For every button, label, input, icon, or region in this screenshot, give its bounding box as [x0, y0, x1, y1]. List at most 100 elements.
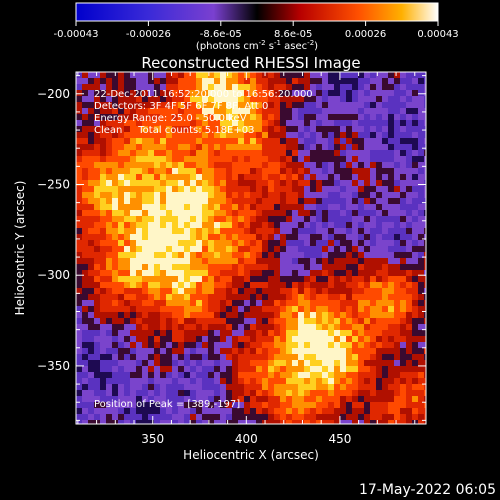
heatmap-cell: [82, 222, 88, 228]
heatmap-cell: [190, 336, 196, 342]
heatmap-cell: [160, 312, 166, 318]
heatmap-cell: [226, 300, 232, 306]
heatmap-cell: [130, 306, 136, 312]
heatmap-cell: [268, 126, 274, 132]
heatmap-cell: [376, 420, 382, 424]
heatmap-cell: [340, 240, 346, 246]
heatmap-cell: [334, 174, 340, 180]
heatmap-cell: [298, 156, 304, 162]
heatmap-cell: [400, 342, 406, 348]
heatmap-cell: [142, 156, 148, 162]
heatmap-cell: [208, 108, 214, 114]
heatmap-cell: [148, 354, 154, 360]
heatmap-cell: [256, 276, 262, 282]
heatmap-cell: [124, 420, 130, 424]
heatmap-cell: [340, 114, 346, 120]
heatmap-cell: [142, 282, 148, 288]
heatmap-cell: [292, 234, 298, 240]
heatmap-cell: [274, 282, 280, 288]
heatmap-cell: [346, 294, 352, 300]
heatmap-cell: [358, 342, 364, 348]
heatmap-cell: [418, 288, 424, 294]
heatmap-cell: [352, 258, 358, 264]
heatmap-cell: [352, 420, 358, 424]
heatmap-cell: [196, 342, 202, 348]
heatmap-cell: [298, 360, 304, 366]
heatmap-cell: [256, 318, 262, 324]
heatmap-cell: [382, 186, 388, 192]
heatmap-cell: [328, 342, 334, 348]
heatmap-cell: [118, 288, 124, 294]
heatmap-cell: [112, 330, 118, 336]
heatmap-cell: [310, 264, 316, 270]
heatmap-cell: [322, 132, 328, 138]
heatmap-cell: [298, 330, 304, 336]
heatmap-cell: [346, 282, 352, 288]
y-tick-label: −200: [37, 87, 70, 101]
heatmap-cell: [406, 150, 412, 156]
heatmap-cell: [178, 240, 184, 246]
heatmap-cell: [328, 210, 334, 216]
heatmap-cell: [388, 372, 394, 378]
heatmap-cell: [334, 318, 340, 324]
heatmap-cell: [334, 342, 340, 348]
heatmap-cell: [394, 132, 400, 138]
heatmap-cell: [280, 288, 286, 294]
heatmap-cell: [184, 210, 190, 216]
heatmap-cell: [202, 300, 208, 306]
heatmap-cell: [136, 234, 142, 240]
heatmap-cell: [244, 276, 250, 282]
heatmap-cell: [208, 216, 214, 222]
heatmap-cell: [118, 246, 124, 252]
heatmap-cell: [376, 282, 382, 288]
heatmap-cell: [394, 294, 400, 300]
heatmap-cell: [214, 120, 220, 126]
heatmap-cell: [340, 180, 346, 186]
heatmap-cell: [208, 150, 214, 156]
heatmap-cell: [280, 144, 286, 150]
heatmap-cell: [334, 348, 340, 354]
heatmap-cell: [370, 300, 376, 306]
heatmap-cell: [412, 378, 418, 384]
heatmap-cell: [226, 264, 232, 270]
heatmap-cell: [262, 78, 268, 84]
heatmap-cell: [196, 348, 202, 354]
heatmap-cell: [268, 186, 274, 192]
heatmap-cell: [130, 216, 136, 222]
heatmap-cell: [274, 204, 280, 210]
heatmap-cell: [196, 198, 202, 204]
heatmap-cell: [418, 312, 424, 318]
heatmap-cell: [358, 228, 364, 234]
heatmap-cell: [208, 402, 214, 408]
heatmap-cell: [286, 294, 292, 300]
heatmap-cell: [112, 384, 118, 390]
heatmap-cell: [118, 264, 124, 270]
heatmap-cell: [214, 126, 220, 132]
heatmap-cell: [316, 270, 322, 276]
heatmap-cell: [280, 378, 286, 384]
heatmap-cell: [160, 174, 166, 180]
heatmap-cell: [160, 162, 166, 168]
heatmap-cell: [352, 354, 358, 360]
heatmap-cell: [412, 270, 418, 276]
heatmap-cell: [106, 96, 112, 102]
heatmap-cell: [340, 156, 346, 162]
heatmap-cell: [304, 420, 310, 424]
heatmap-cell: [298, 174, 304, 180]
heatmap-cell: [172, 246, 178, 252]
heatmap-cell: [76, 90, 82, 96]
heatmap-cell: [100, 90, 106, 96]
heatmap-cell: [94, 216, 100, 222]
heatmap-cell: [310, 114, 316, 120]
heatmap-cell: [94, 264, 100, 270]
heatmap-cell: [178, 348, 184, 354]
heatmap-cell: [136, 252, 142, 258]
heatmap-cell: [262, 348, 268, 354]
heatmap-cell: [304, 192, 310, 198]
heatmap-cell: [418, 258, 424, 264]
heatmap-cell: [316, 90, 322, 96]
heatmap-cell: [268, 246, 274, 252]
heatmap-cell: [154, 276, 160, 282]
heatmap-cell: [106, 168, 112, 174]
heatmap-cell: [274, 336, 280, 342]
